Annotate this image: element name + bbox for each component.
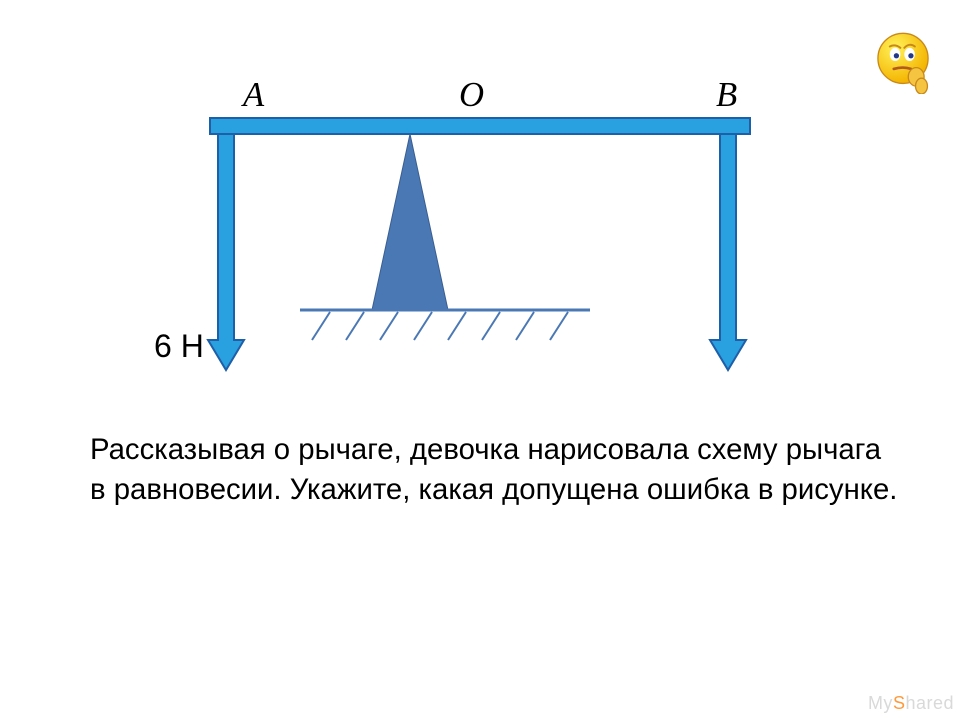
fulcrum-triangle xyxy=(372,134,448,310)
lever-diagram xyxy=(0,0,960,420)
force-label-left: 6 Н xyxy=(154,328,204,365)
question-line2: в равновесии. Укажите, какая допущена ош… xyxy=(90,473,897,506)
slide-stage: A O B 6 Н Рассказыв xyxy=(0,0,960,720)
force-arrow-left xyxy=(208,134,244,370)
ground-hatching xyxy=(312,312,568,340)
lever-beam xyxy=(210,118,750,134)
thinking-smiley-icon xyxy=(870,28,936,94)
watermark-accent: S xyxy=(893,693,906,713)
force-arrow-right xyxy=(710,134,746,370)
question-text: Рассказывая о рычаге, девочка нарисовала… xyxy=(90,430,897,509)
watermark-rest: hared xyxy=(905,693,954,713)
watermark-text: MyShared xyxy=(868,693,954,714)
watermark-plain: My xyxy=(868,693,893,713)
question-line1: Рассказывая о рычаге, девочка нарисовала… xyxy=(90,433,881,466)
